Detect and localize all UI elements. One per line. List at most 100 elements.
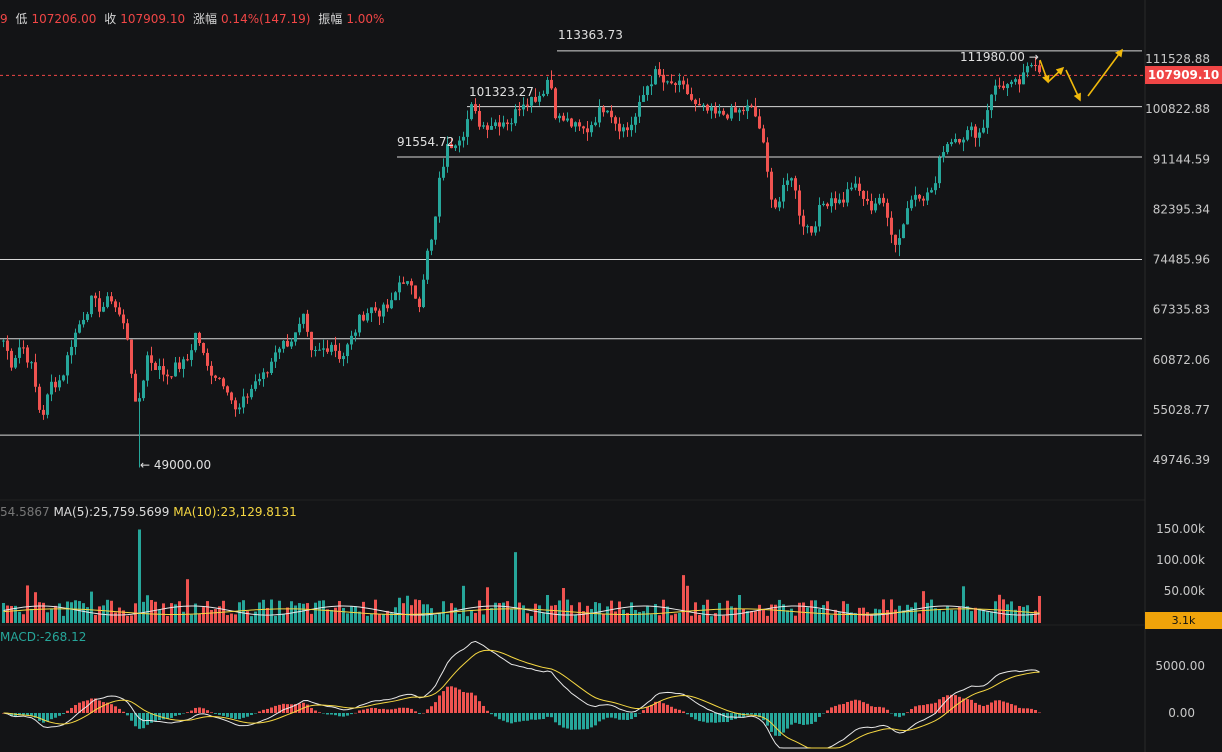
change-label: 涨幅 <box>192 12 217 26</box>
candle-body <box>934 183 937 191</box>
amplitude-value: 1.00% <box>346 12 385 26</box>
volume-bar <box>794 615 797 623</box>
candle-body <box>658 69 661 75</box>
macd-histogram-bar <box>146 713 149 725</box>
volume-bar <box>902 610 905 623</box>
macd-histogram-bar <box>1014 705 1017 713</box>
macd-histogram-bar <box>450 686 453 713</box>
candle-body <box>306 313 309 332</box>
macd-histogram-bar <box>666 704 669 713</box>
volume-bar <box>942 611 945 623</box>
candle-body <box>242 396 245 408</box>
volume-bar <box>530 615 533 623</box>
volume-bar <box>278 600 281 623</box>
volume-bar <box>1030 613 1033 623</box>
candle-body <box>734 107 737 113</box>
macd-histogram-bar <box>814 713 817 722</box>
macd-histogram-bar <box>538 713 541 720</box>
macd-histogram-bar <box>622 713 625 720</box>
macd-histogram-bar <box>898 713 901 718</box>
volume-bar <box>18 611 21 623</box>
macd-histogram-bar <box>654 701 657 713</box>
volume-bar <box>2 602 5 623</box>
candle-body <box>678 80 681 86</box>
volume-tick-label: 100.00k <box>1156 553 1205 567</box>
candle-body <box>586 128 589 133</box>
volume-bar <box>402 603 405 623</box>
level-labels: 113363.73 111980.00 → 101323.27 91554.72 ← 4… <box>140 28 1039 472</box>
candle-body <box>334 344 337 351</box>
candle-body <box>162 366 165 375</box>
candle-body <box>526 104 529 106</box>
candle-body <box>26 347 29 363</box>
macd-histogram-bar <box>490 713 493 715</box>
volume-bar <box>946 606 949 623</box>
candle-body <box>150 355 153 363</box>
volume-bar <box>462 585 465 623</box>
candle-body <box>978 132 981 138</box>
macd-dea-line <box>3 649 1040 749</box>
candle-body <box>290 341 293 347</box>
macd-histogram-bar <box>334 713 337 716</box>
candle-body <box>330 344 333 352</box>
macd-histogram-bar <box>854 699 857 713</box>
macd-histogram-bar <box>582 713 585 730</box>
macd-histogram-bar <box>966 699 969 713</box>
macd-histogram-bar <box>478 701 481 713</box>
macd-histogram-bar <box>910 708 913 713</box>
macd-histogram-bar <box>90 698 93 713</box>
change-value: 0.14%(147.19) <box>220 12 311 26</box>
macd-histogram-bar <box>418 713 421 714</box>
candle-body <box>618 123 621 132</box>
macd-histogram-bar <box>94 698 97 713</box>
volume-bar <box>78 601 81 623</box>
candle-body <box>394 292 397 301</box>
volume-bar <box>26 585 29 623</box>
price-tick-label: 55028.77 <box>1153 403 1210 417</box>
volume-bar <box>878 609 881 623</box>
volume-bar <box>574 614 577 623</box>
volume-tick-label: 150.00k <box>1156 522 1205 536</box>
macd-histogram-bar <box>498 713 501 720</box>
projection-arrow <box>1047 66 1065 83</box>
volume-bar <box>94 614 97 623</box>
candle-body <box>74 332 77 347</box>
candle-body <box>262 372 265 379</box>
volume-bar <box>606 606 609 623</box>
macd-histogram-bar <box>390 709 393 713</box>
macd-histogram-bar <box>802 713 805 725</box>
macd-histogram-bar <box>486 710 489 713</box>
candle-body <box>786 180 789 185</box>
candle-body <box>510 123 513 125</box>
macd-histogram-bar <box>474 695 477 713</box>
volume-bar <box>166 615 169 623</box>
macd-histogram-bar <box>914 706 917 713</box>
candle-body <box>662 74 665 83</box>
candle-body <box>638 101 641 117</box>
volume-bar <box>374 599 377 623</box>
candle-body <box>406 281 409 284</box>
candle-body <box>42 409 45 415</box>
volume-bar <box>514 552 517 623</box>
volume-bar <box>334 607 337 623</box>
candle-body <box>1022 72 1025 85</box>
volume-bar <box>122 610 125 623</box>
macd-histogram-bar <box>594 713 597 726</box>
candle-body <box>418 298 421 308</box>
price-tick-label: 100822.88 <box>1145 102 1210 116</box>
candle-body <box>10 350 13 368</box>
candle-body <box>266 372 269 374</box>
macd-histogram-bar <box>1026 708 1029 713</box>
volume-bar <box>350 606 353 623</box>
macd-histogram-bar <box>206 710 209 713</box>
volume-bar <box>918 613 921 623</box>
candle-body <box>546 79 549 94</box>
macd-histogram-bar <box>686 713 689 715</box>
macd-histogram-bar <box>62 713 65 714</box>
macd-histogram-bar <box>18 713 21 716</box>
macd-histogram-bar <box>510 713 513 724</box>
macd-histogram-bar <box>1002 701 1005 713</box>
candle-body <box>350 335 353 345</box>
macd-histogram-bar <box>610 713 613 718</box>
macd-histogram-bar <box>794 713 797 723</box>
